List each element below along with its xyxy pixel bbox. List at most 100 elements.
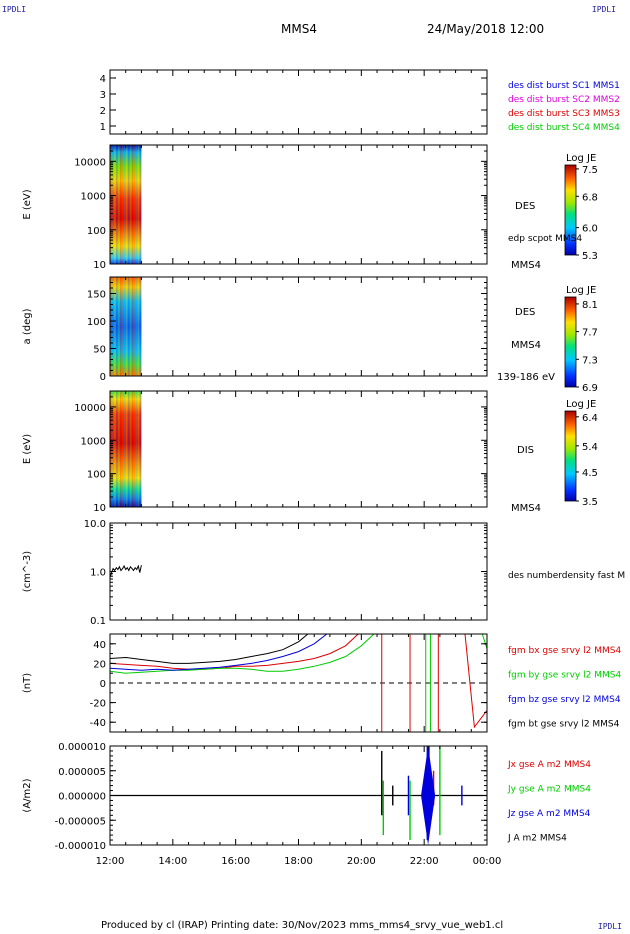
dis-energy-panel-colorbar-tick-label: 6.4 (582, 413, 598, 424)
current-density-panel-y-tick-label: 0.000000 (58, 792, 106, 803)
dis-energy-panel-colorbar-tick-label: 5.4 (582, 442, 598, 453)
des-energy-panel-heatmap-stripe (119, 145, 122, 264)
current-density-legend-entry: J A m2 MMS4 (507, 834, 567, 844)
dis-energy-panel-y-tick-label: 100 (87, 470, 106, 481)
availability-legend-entry: des dist burst SC3 MMS3 (508, 109, 620, 119)
des-pitch-panel-colorbar-tick-label: 7.7 (582, 328, 598, 339)
des-pitch-panel-heatmap-stripe (121, 277, 124, 376)
current-density-panel-y-tick-label: -0.000005 (55, 816, 106, 827)
current-density-legend-entry: Jy gse A m2 MMS4 (507, 785, 591, 795)
des-pitch-panel-colorbar-tick-label: 8.1 (582, 300, 598, 311)
dis-energy-panel-y-axis-title: E (eV) (22, 434, 33, 464)
current-density-panel-y-tick-label: 0.000005 (58, 767, 106, 778)
dis-energy-panel-heatmap-stripe (110, 391, 112, 507)
des-energy-panel-heatmap-stripe (123, 145, 126, 264)
density-panel-frame (109, 522, 488, 621)
density-panel-y-tick-label: 0.1 (90, 616, 106, 627)
des-energy-panel-y-axis-title: E (eV) (22, 189, 33, 219)
current-density-panel-y-tick-label: 0.000010 (58, 742, 106, 753)
des-pitch-panel-colorbar-tick-label: 6.9 (582, 383, 598, 394)
magnetic-field-legend-entry: fgm bx gse srvy l2 MMS4 (508, 646, 621, 656)
magnetic-field-panel-y-tick-label: 40 (93, 640, 106, 651)
dis-energy-panel-heatmap-stripe (112, 391, 114, 507)
dis-energy-panel-colorbar (564, 410, 577, 502)
dis-energy-panel-heatmap (110, 391, 142, 507)
des-pitch-panel-y-tick-label: 100 (87, 317, 106, 328)
x-tick-label: 20:00 (347, 856, 376, 867)
des-pitch-panel-heatmap-stripe (131, 277, 134, 376)
magnetic-field-series-line (109, 633, 309, 664)
des-pitch-panel-y-axis-title: a (deg) (22, 308, 33, 344)
des-pitch-energy-range-label: 139-186 eV (497, 372, 555, 383)
des-pitch-label: DES (515, 307, 535, 318)
dis-energy-panel-y-tick-label: 10000 (74, 403, 106, 414)
des-pitch-panel-heatmap-stripe (116, 277, 118, 376)
des-energy-scpot-label: edp scpot MMS4 (508, 234, 582, 244)
des-energy-panel-y-tick-label: 100 (87, 226, 106, 237)
availability-panel-y-tick-label: 4 (100, 74, 106, 85)
availability-legend-entry: des dist burst SC1 MMS1 (508, 81, 620, 91)
dis-energy-panel-heatmap-stripe (125, 391, 128, 507)
des-energy-panel-heatmap-stripe (131, 145, 134, 264)
des-energy-panel-colorbar-tick-label: 6.0 (582, 224, 598, 235)
dis-energy-panel-heatmap-stripe (116, 391, 118, 507)
magnetic-field-panel-y-tick-label: -40 (90, 718, 106, 729)
dis-energy-panel-heatmap-stripe (123, 391, 126, 507)
magnetic-field-panel-y-tick-label: -20 (90, 699, 106, 710)
density-line (109, 564, 142, 578)
des-energy-panel-y-tick-label: 1000 (81, 192, 106, 203)
des-pitch-panel-heatmap-stripe (135, 277, 138, 376)
des-energy-panel-heatmap-stripe (112, 145, 114, 264)
des-energy-panel-heatmap-stripe (116, 145, 118, 264)
des-pitch-panel-heatmap-stripe (114, 277, 116, 376)
density-label: des numberdensity fast M (508, 571, 625, 581)
des-energy-panel-heatmap-stripe (125, 145, 128, 264)
des-pitch-panel-heatmap-stripe (133, 277, 136, 376)
density-panel-y-tick-label: 10.0 (84, 519, 106, 530)
magnetic-field-panel-y-tick-label: 0 (100, 679, 106, 690)
availability-legend-entry: des dist burst SC4 MMS4 (508, 123, 620, 133)
dis-energy-panel-y-tick-label: 10 (93, 503, 106, 514)
magnetic-field-legend-entry: fgm by gse srvy l2 MMS4 (508, 671, 621, 681)
dis-energy-label: DIS (517, 445, 534, 456)
des-energy-panel-y-tick-label: 10000 (74, 157, 106, 168)
des-energy-panel-heatmap-stripe (133, 145, 136, 264)
availability-panel-y-tick-label: 1 (100, 122, 106, 133)
dis-energy-panel-heatmap-stripe (135, 391, 138, 507)
des-energy-panel-frame (109, 144, 488, 265)
dis-energy-spacecraft-label: MMS4 (511, 503, 541, 514)
magnetic-field-series-line (109, 633, 328, 671)
dis-energy-panel-heatmap-stripe (121, 391, 124, 507)
date-title: 24/May/2018 12:00 (427, 22, 545, 36)
des-pitch-spacecraft-label: MMS4 (511, 340, 541, 351)
des-energy-panel-heatmap-stripe (139, 145, 142, 264)
des-pitch-panel-heatmap-stripe (129, 277, 132, 376)
des-energy-panel-colorbar-tick-label: 5.3 (582, 251, 598, 262)
dis-energy-panel-heatmap-stripe (127, 391, 130, 507)
x-tick-label: 12:00 (96, 856, 125, 867)
x-tick-label: 00:00 (473, 856, 502, 867)
des-energy-panel-heatmap-stripe (127, 145, 130, 264)
des-energy-panel-y-tick-label: 10 (93, 260, 106, 271)
des-pitch-panel-y-tick-label: 0 (100, 372, 106, 383)
dis-energy-panel-heatmap-stripe (119, 391, 122, 507)
magnetic-field-series-line (109, 633, 375, 674)
des-pitch-panel-heatmap-stripe (123, 277, 126, 376)
des-energy-panel-heatmap-stripe (129, 145, 132, 264)
x-tick-label: 18:00 (284, 856, 313, 867)
des-pitch-panel-heatmap-stripe (118, 277, 120, 376)
des-energy-panel-colorbar-tick-label: 7.5 (582, 165, 598, 176)
density-panel-y-tick-label: 1.0 (90, 568, 106, 579)
density-panel-y-axis-title: (cm^-3) (22, 551, 33, 592)
x-tick-label: 14:00 (158, 856, 187, 867)
current-density-panel-y-axis-title: (A/m2) (22, 778, 33, 812)
dis-energy-panel-frame (109, 390, 488, 508)
dis-energy-panel-heatmap-stripe (133, 391, 136, 507)
des-energy-panel-colorbar-tick-label: 6.8 (582, 192, 598, 203)
dis-energy-panel-heatmap-stripe (129, 391, 132, 507)
dis-energy-panel-colorbar-tick-label: 3.5 (582, 497, 598, 508)
des-pitch-panel-heatmap-stripe (139, 277, 142, 376)
corner-label-bottom-right: IPDLI (597, 922, 622, 931)
des-energy-panel-heatmap-stripe (110, 145, 112, 264)
